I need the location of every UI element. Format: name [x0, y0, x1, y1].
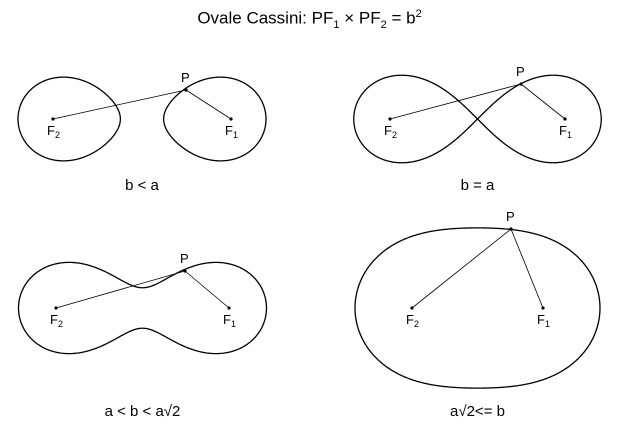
segment-pf1: [510, 228, 544, 309]
focus-f2-label: F2: [47, 123, 60, 140]
segment-pf2: [411, 228, 512, 309]
point-p-dot: [183, 269, 187, 273]
point-p-dot: [509, 227, 513, 231]
segment-pf1: [185, 89, 232, 120]
point-p-label: P: [181, 70, 190, 85]
focus-f2-dot: [410, 306, 414, 310]
segment-pf2: [52, 89, 187, 120]
caption: b < a: [125, 177, 159, 194]
focus-f2-dot: [51, 117, 55, 121]
focus-f1-dot: [227, 306, 231, 310]
focus-f2-label: F2: [50, 312, 63, 329]
title-part: Ovale Cassini: PF: [197, 8, 334, 28]
point-p-label: P: [180, 251, 189, 266]
segment-pf2: [55, 270, 186, 309]
focus-f1-label: F1: [225, 123, 238, 140]
point-p-dot: [184, 88, 188, 92]
title-sub: 2: [380, 19, 387, 32]
focus-f1-label: F1: [559, 123, 572, 140]
focus-f2-label: F2: [384, 123, 397, 140]
cassini-oval: [17, 76, 267, 162]
focus-f1-dot: [229, 117, 233, 121]
title-sub: 1: [333, 19, 340, 32]
focus-f2-dot: [54, 306, 58, 310]
point-p-label: P: [506, 209, 515, 224]
focus-f1-dot: [563, 117, 567, 121]
segment-pf1: [520, 83, 566, 120]
segment-pf1: [184, 270, 230, 309]
cassini-oval: [353, 74, 602, 164]
title-part: = b: [386, 8, 416, 28]
cassini-oval: [354, 227, 601, 389]
caption: a < b < a√2: [105, 403, 181, 420]
point-p-label: P: [516, 64, 525, 79]
title-part: × PF: [339, 8, 381, 28]
cassini-oval: [17, 261, 268, 355]
caption: a√2<= b: [450, 403, 505, 420]
caption: b = a: [461, 177, 495, 194]
focus-f1-label: F1: [537, 312, 550, 329]
focus-f2-label: F2: [406, 312, 419, 329]
point-p-dot: [519, 82, 523, 86]
segment-pf2: [389, 83, 522, 120]
title-sup: 2: [415, 8, 422, 20]
focus-f1-dot: [541, 306, 545, 310]
focus-f2-dot: [388, 117, 392, 121]
focus-f1-label: F1: [223, 312, 236, 329]
figure-title: Ovale Cassini: PF1 × PF2 = b2: [0, 8, 619, 31]
